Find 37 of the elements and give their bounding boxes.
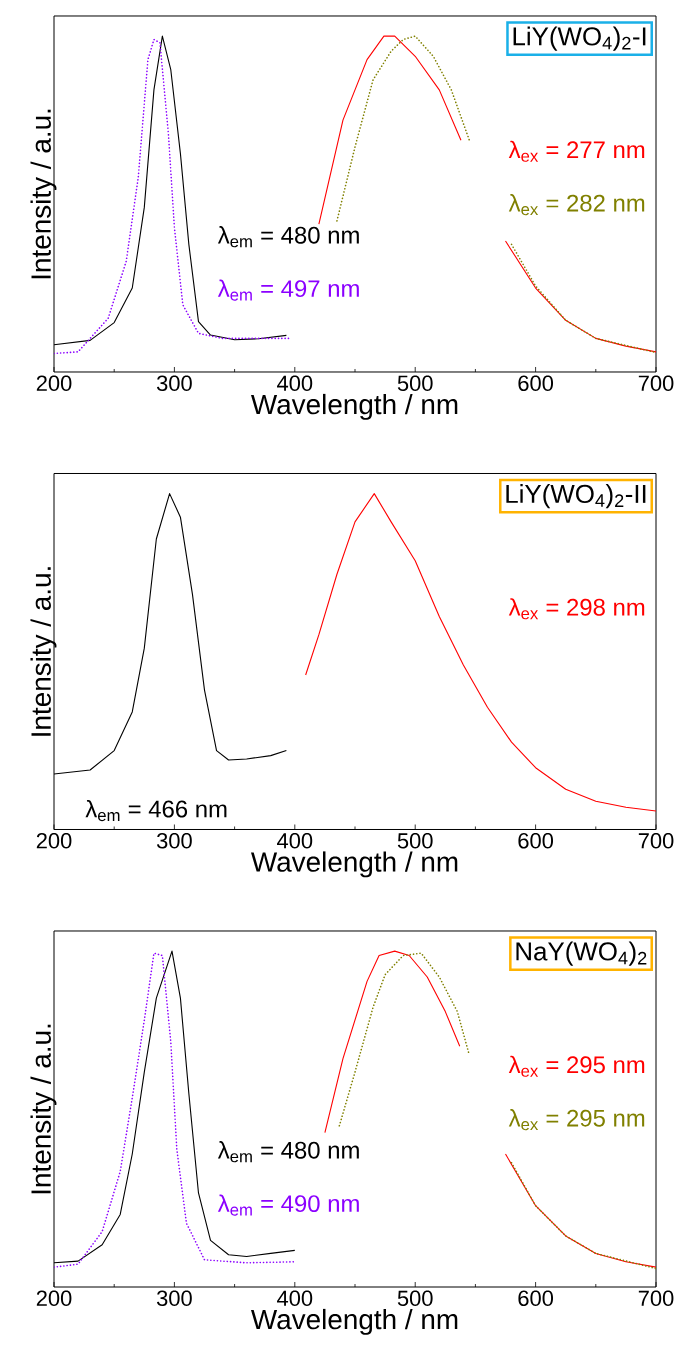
x-tick-label: 400 (277, 833, 313, 849)
x-tick-label: 200 (36, 375, 72, 392)
series-label: λ$_{ex}$ = 295 nm (508, 1109, 645, 1131)
x-tick-label: 300 (156, 375, 192, 392)
text: λ$_{ex}$ = 277 nm (508, 140, 645, 162)
legend-label: λ$_{em}$ = 466 nm (85, 799, 227, 822)
x-tick-label: 700 (638, 1290, 674, 1307)
x-axis-title: Wavelength / nm (250, 1308, 458, 1335)
x-axis-title: Wavelength / nm (250, 851, 458, 878)
x-tick-label: 600 (518, 833, 554, 849)
x-tick-label: 200 (36, 833, 72, 849)
x-tick-label: 700 (638, 833, 674, 849)
x-tick-label: 500 (397, 1290, 433, 1307)
x-tick-label: 700 (638, 375, 674, 392)
x-tick-label: 500 (397, 833, 433, 849)
chart-title: LiY(WO$_{4}$)$_{2}$-I (513, 26, 646, 51)
series-label: λ$_{em}$ = 480 nm (217, 1141, 359, 1163)
x-tick-label: 600 (518, 375, 554, 392)
y-axis-title: Intensity / a.u. (30, 567, 57, 736)
series-label: λ$_{ex}$ = 282 nm (508, 194, 645, 216)
x-tick-label: 600 (518, 1290, 554, 1307)
x-tick-label: 400 (277, 375, 313, 392)
series-label: λ$_{em}$ = 490 nm (217, 1194, 359, 1216)
series-label: λ$_{em}$ = 480 nm (217, 226, 359, 248)
x-tick-label: 200 (36, 1290, 72, 1307)
x-tick-label: 300 (156, 833, 192, 849)
x-axis-title: Wavelength / nm (250, 393, 458, 420)
x-tick-label: 500 (397, 375, 433, 392)
y-axis-title: Intensity / a.u. (30, 109, 57, 279)
y-axis-title: Intensity / a.u. (30, 1024, 57, 1194)
chart-title: NaY(WO$_{4}$)$_{2}$ (516, 941, 647, 966)
text: λ$_{ex}$ = 298 nm (508, 598, 645, 620)
x-tick-label: 400 (277, 1290, 313, 1307)
x-tick-label: 300 (156, 1290, 192, 1307)
chart-title: LiY(WO$_{4}$)$_{2}$-II (506, 484, 646, 509)
series-label: λ$_{em}$ = 497 nm (217, 279, 359, 301)
text: λ$_{ex}$ = 295 nm (508, 1055, 645, 1077)
